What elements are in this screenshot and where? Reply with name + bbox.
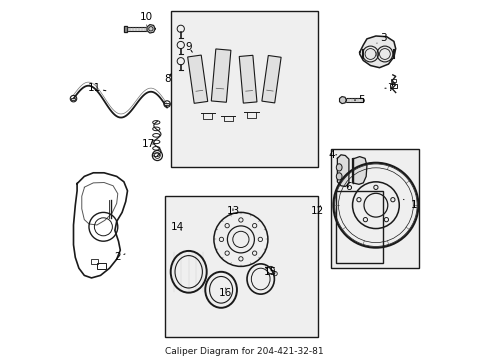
Text: 15: 15 xyxy=(263,267,277,277)
Polygon shape xyxy=(262,55,281,103)
Text: 7: 7 xyxy=(384,83,393,93)
Text: 16: 16 xyxy=(219,288,232,298)
Polygon shape xyxy=(239,55,256,103)
Polygon shape xyxy=(352,157,366,184)
Text: 3: 3 xyxy=(376,33,386,43)
Bar xyxy=(70,98,75,100)
Bar xyxy=(165,196,318,337)
Polygon shape xyxy=(339,96,346,104)
Bar xyxy=(389,84,396,88)
Text: 5: 5 xyxy=(354,95,365,105)
Bar xyxy=(336,191,382,263)
Polygon shape xyxy=(211,49,230,102)
Polygon shape xyxy=(337,155,348,186)
Polygon shape xyxy=(187,55,207,103)
Text: 14: 14 xyxy=(171,222,184,232)
Text: 2: 2 xyxy=(114,252,125,262)
Polygon shape xyxy=(359,36,395,68)
Bar xyxy=(170,11,318,167)
Bar xyxy=(330,149,418,268)
Bar xyxy=(164,103,168,105)
Text: 10: 10 xyxy=(140,12,153,25)
Ellipse shape xyxy=(336,164,342,171)
Bar xyxy=(97,263,106,269)
Polygon shape xyxy=(147,24,155,33)
Text: 17: 17 xyxy=(142,139,155,149)
Text: 9: 9 xyxy=(185,42,192,52)
Text: 1: 1 xyxy=(403,199,416,210)
Text: Caliper Diagram for 204-421-32-81: Caliper Diagram for 204-421-32-81 xyxy=(165,346,323,356)
Bar xyxy=(127,27,149,31)
Text: 4: 4 xyxy=(327,150,336,160)
Bar xyxy=(390,79,395,82)
Bar xyxy=(346,98,362,102)
Bar xyxy=(91,259,98,264)
Bar xyxy=(123,26,127,32)
Text: 6: 6 xyxy=(344,182,351,192)
Text: 8: 8 xyxy=(164,74,171,84)
Text: 13: 13 xyxy=(226,206,239,216)
Ellipse shape xyxy=(336,173,342,180)
Text: 12: 12 xyxy=(310,206,324,216)
Text: 11: 11 xyxy=(87,83,106,93)
